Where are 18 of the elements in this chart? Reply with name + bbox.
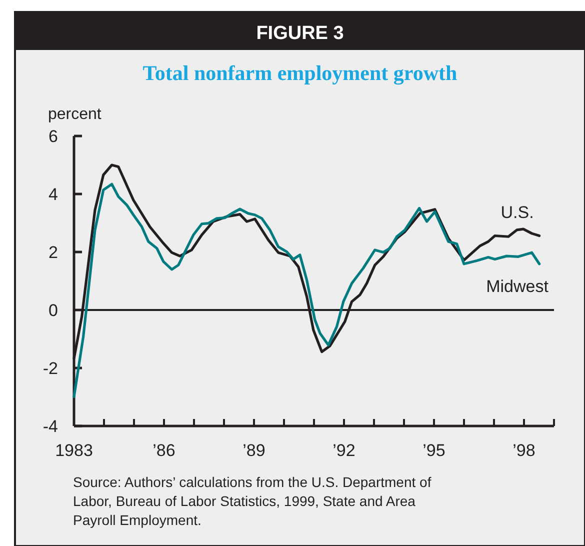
y-tick-label: 6 (48, 127, 58, 146)
source-note: Source: Authors’ calculations from the U.S. Department of Labor, Bureau of Labor Statistics, 1999, State and Area Payroll Employment. (73, 474, 432, 528)
y-tick-label: -4 (42, 417, 58, 436)
y-tick-label: 2 (48, 243, 58, 262)
y-tick-label: -2 (42, 359, 58, 378)
chart-subtitle: FIGURE 3 (256, 23, 344, 44)
x-tick-label: 1983 (55, 441, 93, 460)
y-tick-label: 0 (48, 301, 58, 320)
series-label: Midwest (486, 276, 549, 296)
y-axis-title: percent (48, 106, 102, 123)
x-tick-label: ’86 (152, 441, 176, 460)
x-tick-label: ’95 (422, 441, 446, 460)
x-tick-label: ’92 (332, 441, 356, 460)
y-tick-label: 4 (48, 185, 58, 204)
chart-title: Total nonfarm employment growth (142, 61, 458, 85)
series-label: U.S. (500, 202, 534, 222)
x-tick-label: ’89 (242, 441, 266, 460)
x-tick-label: ’98 (512, 441, 536, 460)
